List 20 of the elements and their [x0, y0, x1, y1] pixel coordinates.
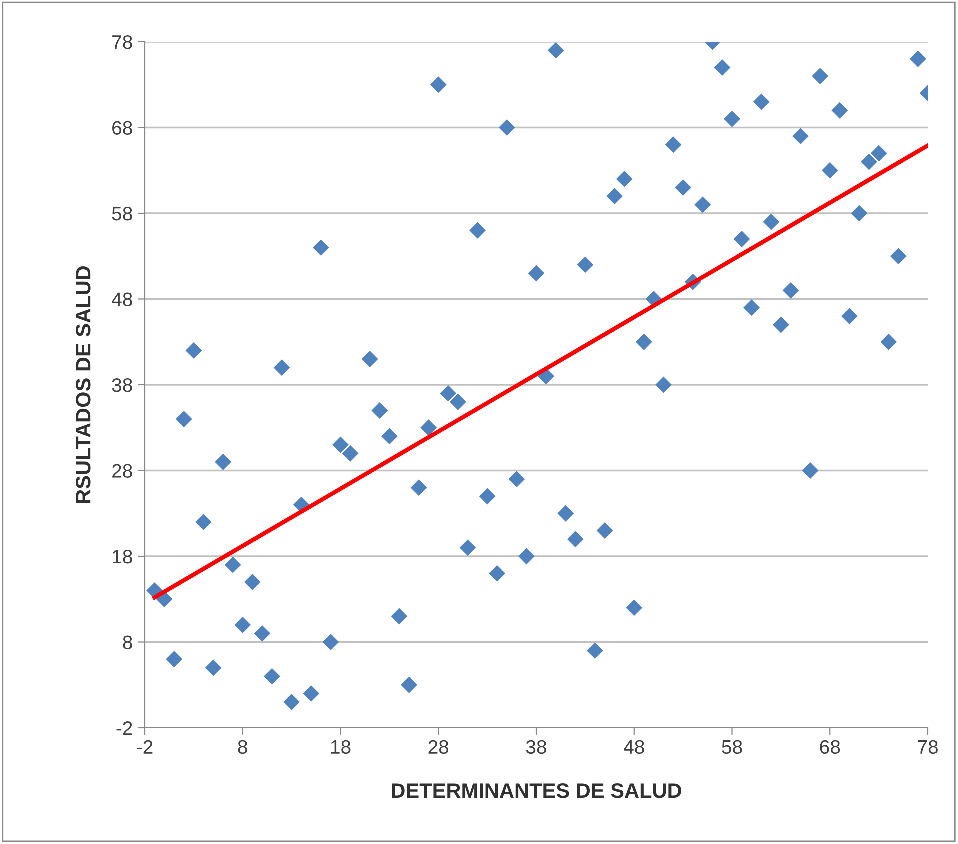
- x-tick-label: 78: [918, 740, 938, 754]
- x-tick-label: -2: [137, 740, 153, 754]
- y-tick-label: 28: [112, 464, 132, 478]
- y-tick-label: 18: [113, 550, 132, 564]
- x-tick-label: 8: [238, 740, 248, 754]
- y-tick-label: 58: [112, 206, 132, 221]
- x-tick-label: 38: [526, 740, 546, 754]
- x-axis-title: DETERMINANTES DE SALUD: [392, 783, 682, 798]
- y-tick-label: 68: [112, 121, 132, 135]
- y-tick-label: 48: [112, 292, 132, 306]
- y-tick-label: -2: [116, 721, 132, 736]
- y-tick-label: 38: [112, 378, 132, 392]
- x-tick-label: 68: [820, 740, 840, 754]
- y-tick-label: 78: [112, 35, 132, 50]
- x-tick-label: 58: [722, 740, 742, 754]
- y-axis-title: RSULTADOS DE SALUD: [76, 266, 91, 504]
- x-tick-label: 18: [331, 740, 351, 754]
- y-tick-label: 8: [123, 636, 132, 650]
- x-tick-label: 28: [428, 740, 449, 754]
- x-tick-label: 48: [624, 740, 644, 754]
